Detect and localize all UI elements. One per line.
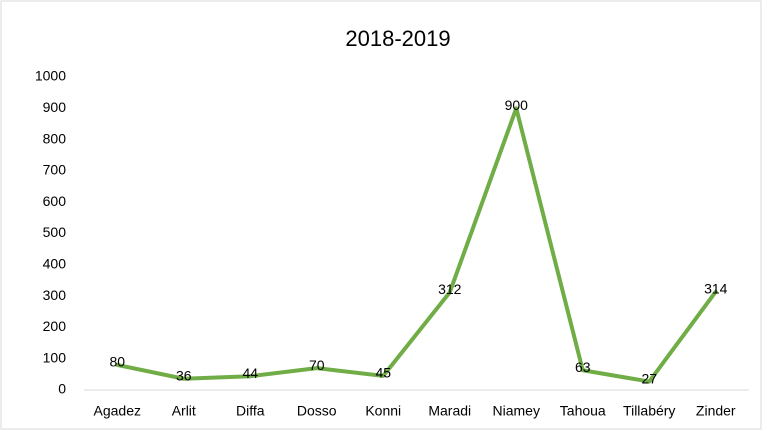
data-label: 312 <box>438 281 462 297</box>
data-label: 900 <box>505 97 529 113</box>
x-tick-label: Zinder <box>696 403 736 419</box>
y-tick-label: 1000 <box>35 68 66 84</box>
y-tick-label: 200 <box>43 318 67 334</box>
data-label: 314 <box>704 280 728 296</box>
data-label: 70 <box>309 357 325 373</box>
x-tick-label: Tahoua <box>560 403 606 419</box>
y-tick-label: 400 <box>43 256 67 272</box>
x-tick-label: Tillabéry <box>623 403 675 419</box>
data-label: 63 <box>575 359 591 375</box>
data-line <box>115 106 718 384</box>
x-tick-label: Diffa <box>236 403 265 419</box>
data-label: 45 <box>375 365 391 381</box>
data-label: 44 <box>242 365 258 381</box>
chart-title: 2018-2019 <box>345 26 450 51</box>
y-tick-label: 700 <box>43 162 67 178</box>
y-tick-label: 500 <box>43 224 67 240</box>
y-tick-label: 100 <box>43 349 67 365</box>
data-label: 80 <box>109 354 125 370</box>
x-tick-label: Maradi <box>428 403 471 419</box>
x-tick-label: Arlit <box>172 403 196 419</box>
x-tick-label: Dosso <box>297 403 337 419</box>
y-tick-label: 0 <box>58 381 66 397</box>
x-tick-label: Niamey <box>493 403 540 419</box>
y-tick-label: 300 <box>43 287 67 303</box>
x-tick-label: Agadez <box>94 403 141 419</box>
data-label: 27 <box>641 370 657 386</box>
x-tick-label: Konni <box>365 403 401 419</box>
y-tick-label: 800 <box>43 130 67 146</box>
y-tick-label: 600 <box>43 193 67 209</box>
y-tick-label: 900 <box>43 99 67 115</box>
data-label: 36 <box>176 367 192 383</box>
